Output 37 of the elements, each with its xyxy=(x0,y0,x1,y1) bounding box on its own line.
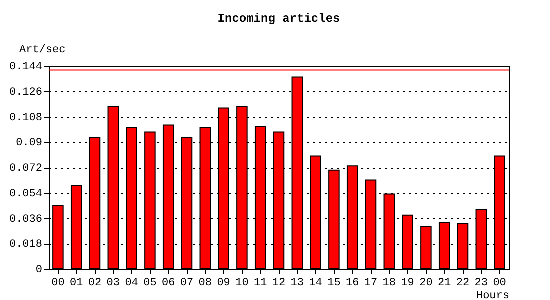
y-tick-label: 0.144 xyxy=(9,62,43,74)
x-tick-label: 14 xyxy=(309,278,323,290)
x-tick-label: 20 xyxy=(420,278,433,290)
x-tick-label: 05 xyxy=(144,278,157,290)
y-tick-label: 0.036 xyxy=(9,214,42,226)
x-tick-label: 15 xyxy=(328,278,341,290)
x-tick-label: 08 xyxy=(198,278,212,290)
x-tick-label: 03 xyxy=(106,278,120,290)
y-tick-label: 0.108 xyxy=(9,112,42,124)
x-tick-label: 11 xyxy=(254,278,268,290)
x-tick-label: 01 xyxy=(70,278,84,290)
x-tick-label: 17 xyxy=(364,278,378,290)
x-tick-label: 12 xyxy=(272,278,286,290)
y-tick-label: 0.018 xyxy=(9,239,42,252)
x-tick-label: 22 xyxy=(456,278,470,290)
x-tick-label: 19 xyxy=(401,278,414,290)
x-tick-label: 23 xyxy=(474,278,488,290)
chart-title: Incoming articles xyxy=(218,12,340,26)
x-axis-title: Hours xyxy=(476,290,510,300)
x-tick-label: 21 xyxy=(438,278,452,290)
x-tick-label: 04 xyxy=(125,278,139,290)
y-tick-label: 0.126 xyxy=(9,86,42,99)
x-tick-label: 09 xyxy=(217,278,230,290)
x-tick-label: 10 xyxy=(236,278,249,290)
y-tick-label: 0.072 xyxy=(9,163,42,175)
y-tick-label: 0 xyxy=(36,264,42,276)
y-axis-title: Art/sec xyxy=(20,44,66,56)
x-tick-label: 00 xyxy=(52,278,65,290)
x-tick-label: 00 xyxy=(493,278,506,290)
x-tick-label: 13 xyxy=(290,278,304,290)
y-tick-label: 0.09 xyxy=(16,138,42,150)
x-tick-label: 02 xyxy=(88,278,102,290)
x-tick-label: 06 xyxy=(162,278,176,290)
x-tick-label: 18 xyxy=(382,278,396,290)
x-tick-label: 16 xyxy=(346,278,360,290)
y-tick-label: 0.054 xyxy=(9,188,43,200)
x-tick-label: 07 xyxy=(180,278,194,290)
